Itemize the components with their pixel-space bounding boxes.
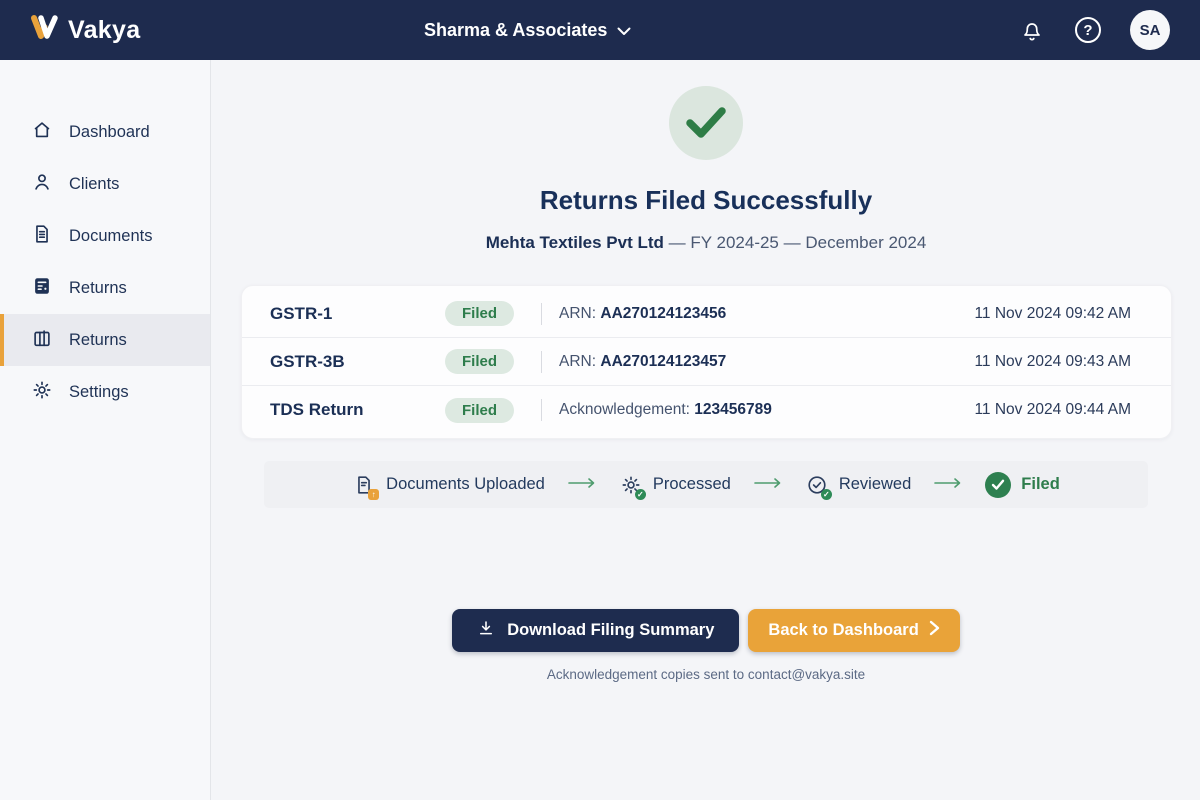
top-navbar: Vakya Sharma & Associates ? SA — [0, 0, 1200, 60]
step-label: Documents Uploaded — [386, 475, 545, 493]
check-circle-outline-icon: ✓ — [805, 473, 832, 500]
sidebar-item-returns[interactable]: Returns — [0, 314, 210, 366]
step-filed: Filed — [985, 471, 1060, 498]
filing-progress-steps: ↑ Documents Uploaded ✓ Processed — [264, 461, 1148, 508]
step-arrow-icon — [933, 476, 963, 494]
reference-number: ARN: AA270124123457 — [559, 353, 726, 371]
check-badge-icon: ✓ — [820, 488, 832, 500]
return-name: TDS Return — [270, 400, 364, 419]
help-icon[interactable]: ? — [1074, 16, 1102, 44]
vakya-logo-icon — [30, 14, 60, 46]
ref-value: 123456789 — [694, 401, 772, 418]
notifications-bell-icon[interactable] — [1018, 16, 1046, 44]
step-label: Reviewed — [838, 475, 912, 493]
reference-number: ARN: AA270124123456 — [559, 305, 726, 323]
page-title: Returns Filed Successfully — [539, 185, 873, 215]
ref-label: ARN: — [559, 304, 597, 322]
sidebar-item-returns-calc[interactable]: Returns — [0, 262, 210, 314]
step-processed: ✓ Processed — [619, 473, 731, 500]
ref-value: AA270124123456 — [600, 304, 727, 322]
step-label: Filed — [1021, 475, 1060, 493]
step-arrow-icon — [567, 476, 597, 494]
main-content: Returns Filed Successfully Mehta Textile… — [212, 60, 1200, 800]
reference-number: Acknowledgement: 123456789 — [559, 401, 772, 419]
filed-timestamp: 11 Nov 2024 09:42 AM — [974, 304, 1131, 322]
help-glyph: ? — [1075, 17, 1101, 43]
user-icon — [31, 171, 53, 198]
ref-label: Acknowledgement: — [559, 401, 690, 418]
company-selector-label: Sharma & Associates — [424, 19, 608, 40]
sidebar-item-label: Clients — [69, 174, 120, 193]
back-button-label: Back to Dashboard — [768, 621, 919, 639]
download-button-label: Download Filing Summary — [507, 621, 715, 639]
chevron-down-icon — [617, 20, 631, 41]
download-summary-button[interactable]: Download Filing Summary — [452, 609, 740, 652]
upload-badge-icon: ↑ — [368, 488, 380, 500]
table-row: TDS Return Filed Acknowledgement: 123456… — [242, 386, 1171, 434]
divider — [541, 302, 543, 325]
filed-returns-card: GSTR-1 Filed ARN: AA270124123456 11 Nov … — [241, 285, 1172, 439]
topbar-actions: ? SA — [1018, 10, 1170, 50]
sidebar-item-label: Settings — [69, 382, 129, 401]
page-subtitle: Mehta Textiles Pvt Ltd — FY 2024-25 — De… — [212, 233, 1200, 253]
brand-logo: Vakya — [30, 14, 140, 46]
table-row: GSTR-1 Filed ARN: AA270124123456 11 Nov … — [242, 290, 1171, 338]
gear-icon — [31, 379, 53, 406]
check-badge-icon: ✓ — [634, 488, 646, 500]
status-badge: Filed — [445, 301, 515, 326]
sidebar-item-settings[interactable]: Settings — [0, 366, 210, 418]
ref-value: AA270124123457 — [600, 352, 727, 370]
status-badge: Filed — [445, 349, 515, 374]
return-name: GSTR-3B — [270, 351, 345, 371]
sidebar-item-label: Documents — [69, 226, 153, 245]
sidebar-nav: Dashboard Clients Documents Returns — [0, 60, 211, 800]
subtitle-meta: — FY 2024-25 — December 2024 — [668, 233, 927, 252]
step-arrow-icon — [753, 476, 783, 494]
status-badge: Filed — [445, 397, 515, 423]
client-name: Mehta Textiles Pvt Ltd — [485, 233, 664, 252]
step-documents-uploaded: ↑ Documents Uploaded — [352, 473, 545, 500]
table-row: GSTR-3B Filed ARN: AA270124123457 11 Nov… — [242, 338, 1171, 386]
home-icon — [31, 119, 53, 146]
filed-timestamp: 11 Nov 2024 09:43 AM — [974, 352, 1131, 370]
acknowledgement-note: Acknowledgement copies sent to contact@v… — [546, 667, 866, 682]
sidebar-item-label: Dashboard — [69, 122, 150, 141]
download-icon — [477, 619, 495, 642]
document-icon — [31, 223, 53, 250]
sidebar-item-dashboard[interactable]: Dashboard — [0, 106, 210, 158]
sidebar-item-clients[interactable]: Clients — [0, 158, 210, 210]
document-upload-icon: ↑ — [352, 473, 380, 500]
sidebar-item-documents[interactable]: Documents — [0, 210, 210, 262]
action-buttons: Download Filing Summary Back to Dashboar… — [212, 609, 1200, 652]
chevron-right-icon — [929, 620, 940, 641]
divider — [541, 350, 543, 373]
filed-timestamp: 11 Nov 2024 09:44 AM — [974, 401, 1131, 418]
success-check-icon — [669, 86, 743, 160]
ref-label: ARN: — [559, 352, 597, 370]
return-name: GSTR-1 — [270, 303, 333, 323]
check-circle-filled-icon — [985, 471, 1012, 498]
step-reviewed: ✓ Reviewed — [805, 473, 912, 500]
user-avatar[interactable]: SA — [1130, 10, 1170, 50]
brand-name: Vakya — [68, 15, 141, 44]
calculator-icon — [31, 275, 53, 302]
divider — [541, 399, 543, 421]
columns-chart-icon — [31, 327, 53, 354]
sidebar-item-label: Returns — [69, 330, 127, 349]
company-selector[interactable]: Sharma & Associates — [424, 0, 631, 60]
gear-process-icon: ✓ — [619, 473, 646, 500]
sidebar-item-label: Returns — [69, 278, 127, 297]
back-to-dashboard-button[interactable]: Back to Dashboard — [748, 609, 960, 652]
step-label: Processed — [652, 475, 731, 493]
